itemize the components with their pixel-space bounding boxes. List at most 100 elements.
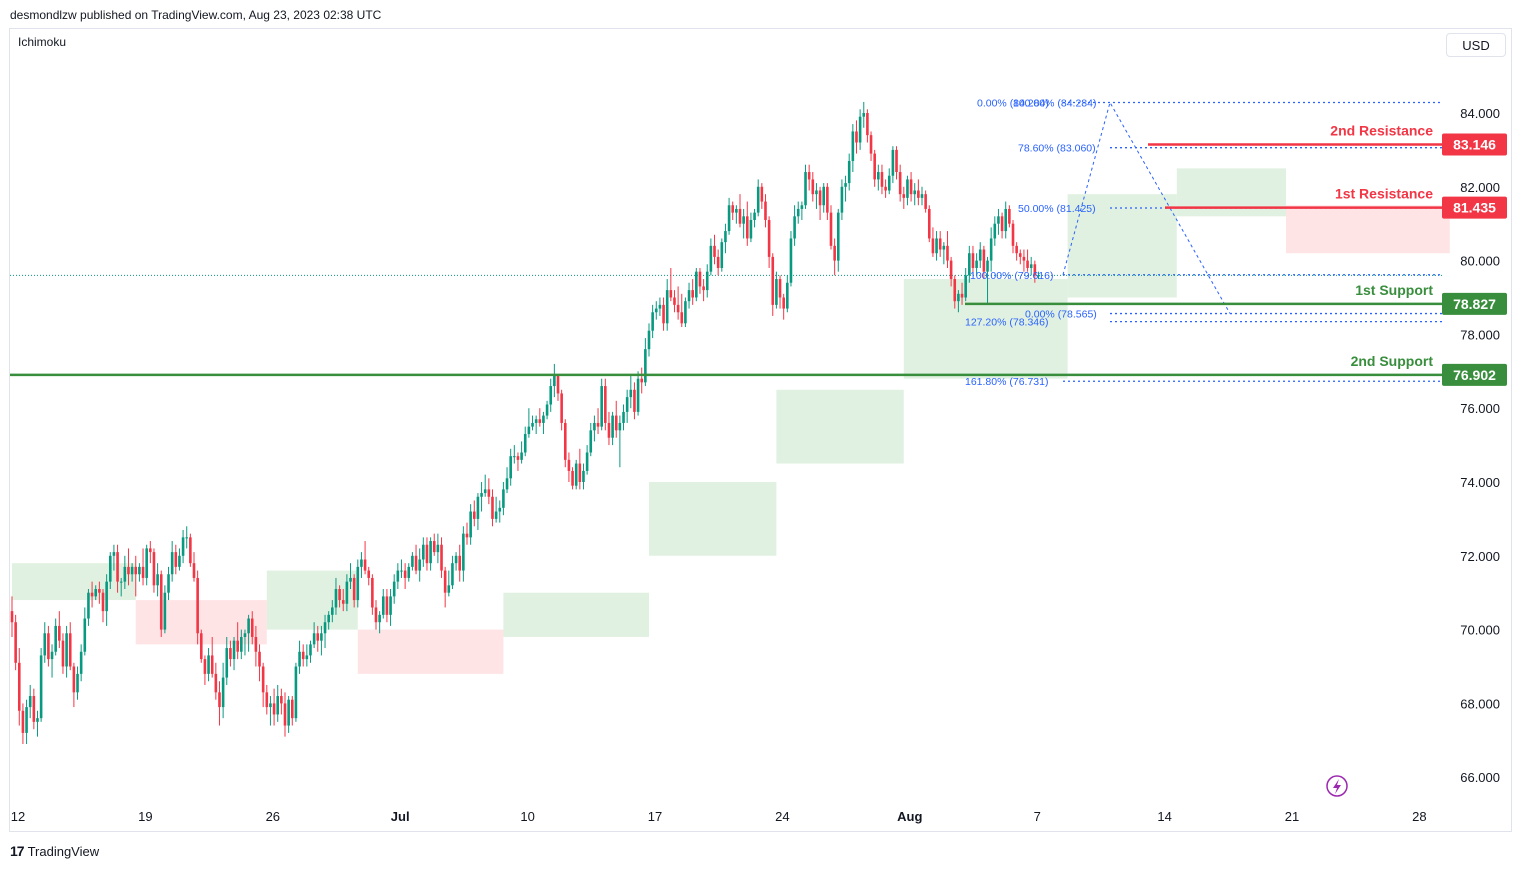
candle	[218, 692, 221, 708]
candle	[658, 304, 662, 309]
candle	[345, 581, 349, 604]
candle	[185, 537, 189, 539]
resistance-label: 2nd Resistance	[1330, 123, 1433, 139]
cloud-segment	[776, 389, 904, 464]
indicator-label[interactable]: Ichimoku	[18, 35, 67, 49]
candle	[625, 397, 629, 412]
candle	[534, 419, 538, 423]
candle	[360, 559, 363, 567]
candle	[833, 245, 836, 261]
candle	[887, 175, 891, 191]
candle	[225, 648, 229, 678]
candle	[199, 633, 203, 660]
candle	[145, 548, 148, 578]
time-tick-label: 26	[266, 809, 280, 824]
candle	[65, 633, 68, 667]
candle	[1022, 256, 1026, 261]
candle	[407, 566, 411, 578]
candle	[596, 422, 600, 427]
candle	[465, 533, 469, 538]
footer-brand[interactable]: 17 TradingView	[10, 843, 99, 859]
candle	[243, 633, 247, 637]
candle	[574, 463, 578, 486]
candle	[83, 618, 87, 652]
resistance-price-tag	[1442, 196, 1507, 219]
candle	[320, 633, 323, 641]
candle	[789, 238, 793, 283]
candle	[636, 378, 640, 412]
candle	[931, 238, 935, 254]
time-tick-label: 12	[11, 809, 25, 824]
candle	[1008, 208, 1011, 224]
currency-button[interactable]: USD	[1446, 33, 1506, 57]
candle	[207, 655, 210, 674]
candle	[698, 271, 702, 287]
candle	[760, 186, 764, 202]
candle	[127, 566, 130, 575]
candle	[545, 404, 549, 416]
candle	[50, 651, 54, 660]
candle	[604, 386, 607, 423]
candle	[483, 489, 487, 494]
candle	[240, 636, 243, 652]
candle	[411, 555, 414, 567]
candle	[960, 293, 964, 298]
candle	[949, 260, 953, 280]
candle	[454, 555, 458, 564]
candle	[866, 113, 869, 136]
cloud-segment	[357, 629, 504, 674]
candle	[869, 135, 873, 154]
candle	[589, 430, 593, 453]
candle	[341, 600, 345, 604]
candle	[327, 614, 330, 623]
candle	[170, 552, 174, 575]
candle	[651, 312, 654, 331]
candle	[443, 570, 447, 593]
candle	[913, 190, 917, 195]
candle	[669, 290, 673, 298]
time-tick-label: 7	[1034, 809, 1041, 824]
time-axis[interactable]: 12 19 26 Jul 10 17 24 Aug 7 14 21 28	[11, 809, 1427, 824]
candle	[902, 194, 906, 198]
time-tick-label: 14	[1157, 809, 1171, 824]
candle	[79, 651, 83, 674]
candle	[924, 194, 927, 209]
candle	[323, 622, 327, 634]
time-tick-label: 24	[775, 809, 789, 824]
candle	[968, 253, 971, 276]
candle	[836, 212, 840, 261]
candle	[494, 511, 498, 519]
candle	[563, 422, 567, 460]
price-tick-label: 76.000	[1460, 401, 1500, 416]
candle	[130, 566, 134, 575]
candle	[43, 633, 47, 656]
candle	[676, 304, 680, 313]
candle	[938, 238, 942, 250]
candle	[895, 149, 898, 173]
candle	[1011, 223, 1015, 246]
candle	[644, 349, 647, 383]
fib-label: 100.00% (79.616)	[970, 270, 1053, 282]
candle	[935, 238, 938, 254]
cloud-segment	[903, 279, 1068, 379]
candle	[462, 533, 465, 571]
candle	[771, 256, 775, 305]
candle	[108, 555, 112, 582]
price-axis[interactable]: 84.000 82.000 80.000 78.000 76.000 74.000 72.0…	[1460, 106, 1500, 785]
candle	[414, 555, 418, 571]
candle	[775, 279, 778, 305]
candle	[210, 655, 214, 674]
lightning-icon[interactable]	[1326, 775, 1348, 797]
candle	[294, 666, 298, 719]
candle	[724, 231, 727, 243]
candle	[917, 190, 920, 198]
candle	[542, 415, 545, 423]
candle	[796, 208, 800, 217]
candle	[633, 389, 636, 412]
time-tick-label: 17	[648, 809, 662, 824]
candle	[309, 644, 312, 656]
candle	[138, 566, 141, 575]
candle	[54, 625, 57, 652]
candle	[800, 205, 804, 209]
